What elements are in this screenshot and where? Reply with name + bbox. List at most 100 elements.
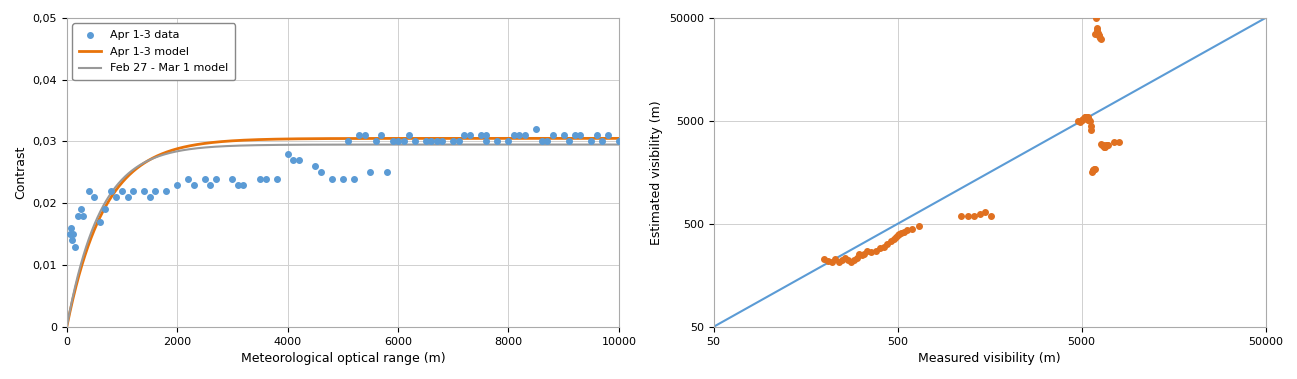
- Apr 1-3 data: [427, 138, 447, 144]
- Apr 1-3 data: [442, 138, 463, 144]
- Feb 27 - Mar 1 model: [595, 142, 611, 147]
- Apr 1-3 data: [84, 194, 105, 200]
- Feb 27 - Mar 1 model: [313, 143, 328, 147]
- Point: [869, 245, 890, 251]
- Apr 1-3 data: [361, 169, 381, 175]
- Point: [981, 213, 1001, 219]
- Point: [815, 255, 835, 262]
- Apr 1-3 data: [283, 157, 303, 163]
- Apr 1-3 data: [60, 231, 80, 237]
- Apr 1-3 data: [70, 207, 91, 213]
- Apr 1-3 data: [183, 182, 204, 188]
- Apr 1-3 data: [112, 188, 132, 194]
- Point: [821, 258, 842, 265]
- Point: [825, 255, 846, 262]
- Apr 1-3 data: [525, 126, 546, 132]
- Apr 1-3 data: [376, 169, 397, 175]
- Apr 1-3 data: [554, 132, 575, 138]
- Apr 1-3 data: [398, 132, 419, 138]
- Point: [1079, 118, 1100, 124]
- Point: [1073, 117, 1093, 123]
- Point: [1084, 166, 1105, 172]
- Apr 1-3 model: [611, 136, 626, 141]
- Point: [853, 251, 874, 257]
- Point: [861, 249, 882, 255]
- Apr 1-3 data: [278, 151, 298, 157]
- Apr 1-3 data: [420, 138, 441, 144]
- Point: [1089, 35, 1110, 41]
- Apr 1-3 data: [139, 194, 160, 200]
- Apr 1-3 data: [200, 182, 220, 188]
- Apr 1-3 data: [67, 213, 88, 219]
- Point: [852, 252, 873, 258]
- Feb 27 - Mar 1 model: [611, 142, 626, 147]
- Point: [843, 257, 864, 263]
- Apr 1-3 data: [332, 175, 353, 182]
- Point: [1099, 142, 1119, 148]
- Apr 1-3 data: [73, 213, 93, 219]
- Point: [975, 209, 996, 215]
- Point: [890, 230, 910, 236]
- Point: [838, 257, 859, 263]
- Apr 1-3 data: [106, 194, 127, 200]
- Point: [1109, 139, 1130, 145]
- Point: [894, 229, 914, 235]
- Line: Feb 27 - Mar 1 model: Feb 27 - Mar 1 model: [67, 144, 619, 327]
- Point: [901, 226, 922, 232]
- Point: [1086, 31, 1106, 37]
- Point: [1089, 33, 1110, 39]
- Apr 1-3 model: [87, 226, 102, 230]
- Apr 1-3 data: [178, 175, 198, 182]
- Point: [1082, 169, 1102, 175]
- Apr 1-3 data: [79, 188, 100, 194]
- Point: [1092, 142, 1113, 148]
- Point: [1088, 30, 1109, 36]
- Point: [1087, 27, 1108, 33]
- Apr 1-3 data: [471, 132, 492, 138]
- Apr 1-3 data: [459, 132, 480, 138]
- Point: [1092, 142, 1113, 148]
- Point: [850, 251, 870, 257]
- Point: [831, 257, 852, 263]
- Apr 1-3 data: [581, 138, 602, 144]
- Apr 1-3 data: [64, 231, 84, 237]
- Point: [969, 211, 990, 217]
- Apr 1-3 data: [564, 132, 585, 138]
- Apr 1-3 data: [222, 175, 243, 182]
- Point: [847, 255, 868, 261]
- Point: [1093, 144, 1114, 150]
- Point: [1088, 32, 1109, 38]
- Apr 1-3 data: [388, 138, 409, 144]
- Point: [1097, 142, 1118, 148]
- Apr 1-3 data: [195, 175, 215, 182]
- Point: [1075, 114, 1096, 120]
- Point: [1077, 114, 1097, 120]
- Point: [1078, 114, 1099, 120]
- Apr 1-3 data: [542, 132, 563, 138]
- Apr 1-3 data: [95, 207, 115, 213]
- Apr 1-3 data: [405, 138, 425, 144]
- Legend: Apr 1-3 data, Apr 1-3 model, Feb 27 - Mar 1 model: Apr 1-3 data, Apr 1-3 model, Feb 27 - Ma…: [73, 23, 235, 80]
- Apr 1-3 data: [393, 138, 414, 144]
- Apr 1-3 data: [123, 188, 144, 194]
- Apr 1-3 data: [167, 182, 188, 188]
- Apr 1-3 data: [537, 138, 558, 144]
- Feb 27 - Mar 1 model: [60, 324, 75, 329]
- Point: [1086, 15, 1106, 21]
- Apr 1-3 data: [205, 175, 226, 182]
- Point: [873, 244, 894, 250]
- X-axis label: Measured visibility (m): Measured visibility (m): [918, 352, 1061, 365]
- Point: [888, 231, 909, 237]
- Apr 1-3 data: [498, 138, 519, 144]
- Apr 1-3 data: [598, 132, 619, 138]
- Apr 1-3 data: [134, 188, 154, 194]
- Apr 1-3 data: [145, 188, 166, 194]
- Apr 1-3 data: [256, 175, 276, 182]
- Point: [1079, 117, 1100, 123]
- Apr 1-3 data: [449, 138, 470, 144]
- Apr 1-3 data: [383, 138, 403, 144]
- Apr 1-3 data: [305, 163, 326, 169]
- Point: [1067, 118, 1088, 124]
- Point: [881, 238, 901, 244]
- Apr 1-3 model: [595, 136, 611, 141]
